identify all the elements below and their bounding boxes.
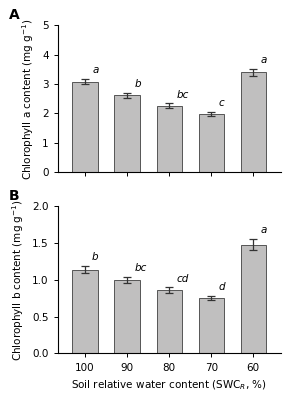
- Bar: [114, 280, 140, 354]
- Text: a: a: [260, 225, 267, 235]
- Y-axis label: Chlorophyll a content (mg g$^{-1}$): Chlorophyll a content (mg g$^{-1}$): [21, 18, 36, 180]
- Text: a: a: [92, 65, 99, 75]
- Text: B: B: [9, 189, 19, 203]
- Bar: [199, 114, 224, 172]
- Text: a: a: [260, 55, 267, 65]
- Bar: [241, 244, 266, 354]
- Text: A: A: [9, 8, 19, 22]
- Text: b: b: [134, 79, 141, 89]
- Bar: [114, 95, 140, 172]
- Text: d: d: [218, 282, 225, 292]
- Text: bc: bc: [176, 90, 189, 100]
- Text: b: b: [92, 252, 99, 262]
- Text: bc: bc: [134, 263, 147, 273]
- Y-axis label: Chlorophyll b content (mg g$^{-1}$): Chlorophyll b content (mg g$^{-1}$): [11, 199, 26, 361]
- X-axis label: Soil relative water content (SWC$_R$, %): Soil relative water content (SWC$_R$, %): [71, 378, 267, 392]
- Bar: [72, 270, 98, 354]
- Bar: [157, 106, 182, 172]
- Bar: [199, 298, 224, 354]
- Text: c: c: [218, 98, 224, 108]
- Text: cd: cd: [176, 274, 189, 284]
- Bar: [72, 82, 98, 172]
- Bar: [241, 72, 266, 172]
- Bar: [157, 290, 182, 354]
